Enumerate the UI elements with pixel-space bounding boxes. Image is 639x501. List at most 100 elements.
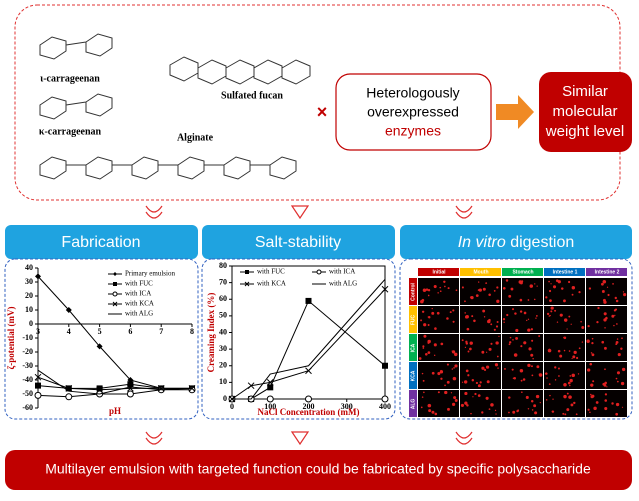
fluorescence-dot (440, 369, 442, 372)
micrograph-cell (586, 278, 627, 305)
series-line (232, 278, 386, 400)
fluorescence-dot (533, 298, 536, 301)
marker (305, 297, 312, 304)
panel-header (202, 225, 395, 259)
panel-title: Fabrication (61, 234, 140, 251)
fluorescence-dot (580, 320, 582, 323)
fluorescence-dot (498, 335, 500, 337)
fluorescence-dot (563, 383, 567, 387)
fluorescence-dot (512, 339, 514, 341)
fluorescence-dot (569, 384, 571, 387)
legend-label: with FUC (257, 268, 285, 276)
fluorescence-dot (427, 288, 431, 292)
x-tick-label: 300 (341, 402, 353, 411)
fluorescence-dot (464, 312, 466, 314)
fluorescence-dot (446, 363, 449, 366)
fluorescence-dot (611, 314, 615, 318)
x-tick-label: 5 (98, 327, 102, 336)
fluorescence-dot (568, 350, 571, 352)
fluorescence-dot (490, 323, 493, 326)
fluorescence-dot (493, 289, 496, 292)
fluorescence-dot (616, 323, 618, 325)
fluorescence-dot (508, 343, 511, 346)
fluorescence-dot (513, 353, 518, 357)
fluorescence-dot (437, 391, 440, 394)
legend-marker (112, 291, 118, 297)
row-label: KCA (410, 370, 416, 381)
fluorescence-dot (548, 289, 552, 293)
marker (35, 273, 41, 280)
fluorescence-dot (590, 393, 592, 396)
fluorescence-dot (474, 392, 477, 396)
fluorescence-dot (421, 396, 424, 398)
fluorescence-dot (434, 327, 437, 330)
enzyme-text: overexpressed (367, 104, 459, 120)
fluorescence-dot (555, 279, 559, 282)
fluorescence-dot (563, 349, 566, 352)
fluorescence-dot (488, 293, 491, 296)
fluorescence-dot (554, 309, 557, 312)
legend-label: with FUC (125, 280, 153, 288)
marker (96, 386, 103, 394)
legend-label: with KCA (257, 280, 286, 288)
y-axis-label: ζ-potential (mV) (6, 307, 16, 370)
fluorescence-dot (546, 312, 550, 316)
fluorescence-dot (464, 300, 466, 303)
fluorescence-dot (613, 324, 615, 327)
marker (96, 385, 103, 392)
fluorescence-dot (622, 291, 625, 293)
fluorescence-dot (504, 367, 506, 370)
fluorescence-dot (495, 341, 499, 345)
legend-label: with ICA (125, 290, 151, 298)
fluorescence-dot (477, 394, 481, 397)
fluorescence-dot (447, 287, 450, 290)
fluorescence-dot (567, 381, 571, 385)
fluorescence-dot (425, 353, 428, 356)
fluorescence-dot (436, 311, 440, 315)
fluorescence-dot (549, 314, 551, 317)
fluorescence-dot (612, 283, 614, 285)
fluorescence-dot (604, 327, 606, 329)
marker (305, 395, 312, 403)
result-box (539, 72, 632, 152)
fluorescence-dot (615, 299, 619, 303)
fluorescence-dot (485, 396, 489, 400)
y-tick-label: 50 (219, 311, 227, 320)
fluorescence-dot (562, 412, 565, 415)
fluorescence-dot (464, 401, 468, 405)
fluorescence-dot (621, 367, 626, 372)
panel-title: Salt-stability (255, 234, 341, 251)
fluorescence-dot (450, 392, 453, 394)
y-tick-label: 10 (219, 377, 227, 386)
marker (267, 384, 274, 391)
row-label: Control (410, 283, 416, 301)
marker (65, 307, 72, 313)
fluorescence-dot (556, 321, 559, 323)
fluorescence-dot (493, 328, 496, 331)
legend-marker (316, 269, 322, 275)
cross-icon: × (317, 102, 328, 122)
fluorescence-dot (496, 355, 499, 358)
chevrons (145, 205, 473, 446)
fluorescence-dot (482, 287, 486, 291)
fluorescence-dot (591, 394, 595, 398)
fluorescence-dot (516, 409, 519, 413)
fluorescence-dot (564, 413, 567, 416)
panel-title-rest: digestion (510, 234, 574, 251)
fluorescence-dot (452, 309, 455, 312)
fluorescence-dot (604, 368, 606, 371)
fluorescence-dot (615, 343, 618, 346)
fluorescence-dot (615, 402, 620, 407)
fluorescence-dot (460, 403, 465, 407)
fluorescence-dot (563, 299, 566, 303)
fluorescence-dot (444, 384, 446, 387)
y-tick-label: 30 (25, 277, 33, 286)
fluorescence-dot (451, 368, 454, 370)
fluorescence-dot (563, 394, 567, 399)
fluorescence-dot (616, 380, 619, 383)
fluorescence-dot (586, 339, 590, 343)
fluorescence-dot (557, 367, 560, 370)
row-header (409, 334, 417, 361)
fluorescence-dot (444, 285, 446, 288)
fluorescence-dot (466, 327, 470, 331)
